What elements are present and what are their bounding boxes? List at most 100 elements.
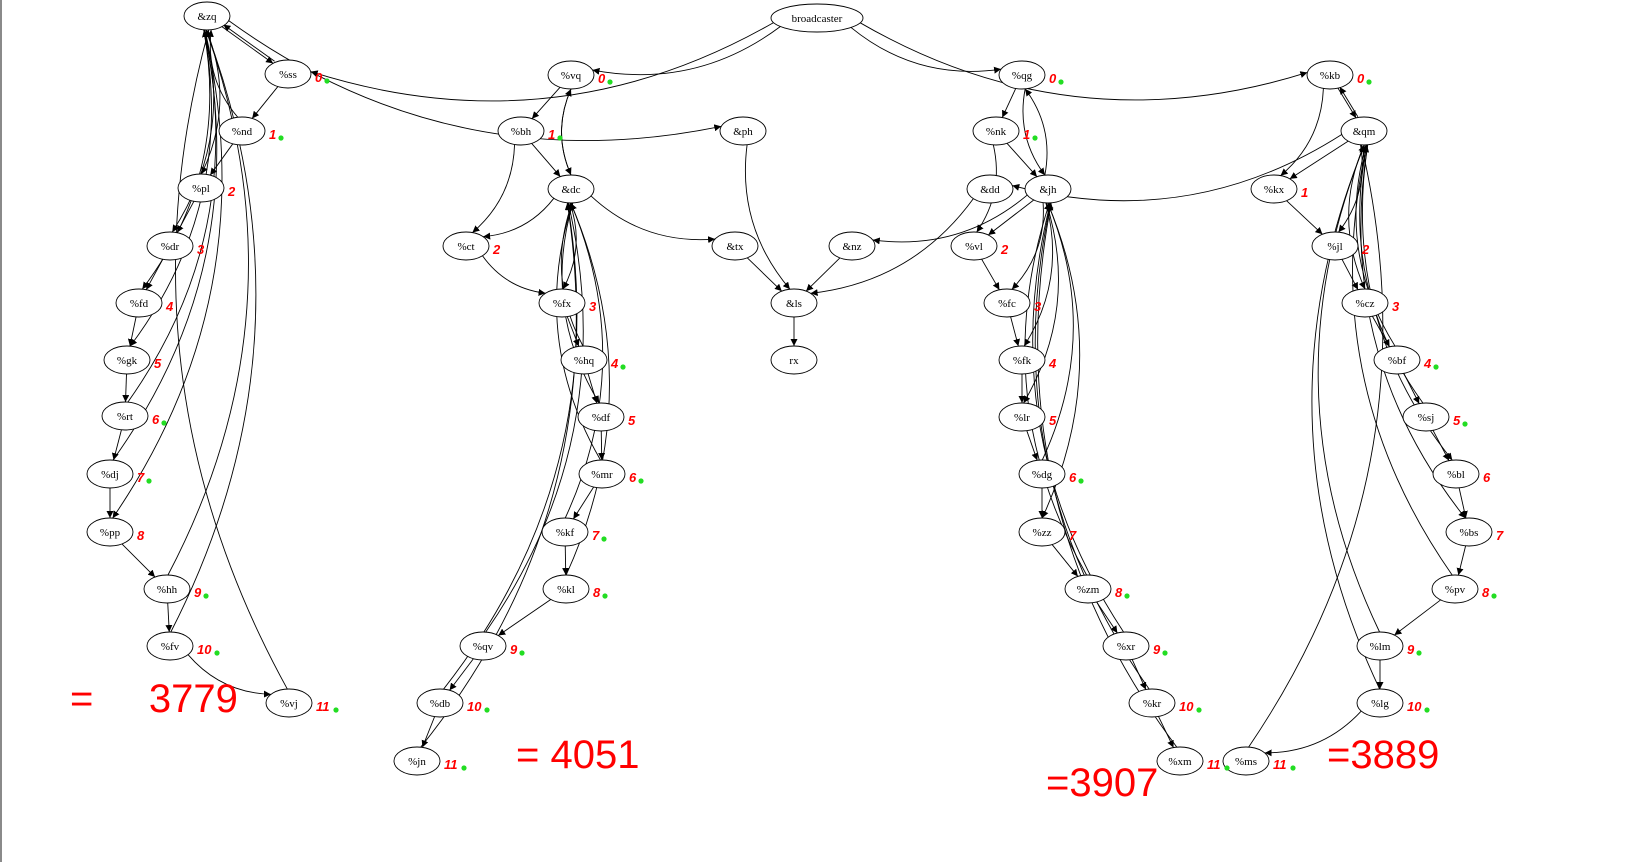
edge-zq-ss bbox=[221, 26, 274, 64]
edge-zz-zm bbox=[1051, 544, 1079, 577]
node-bl: %bl bbox=[1432, 459, 1480, 489]
green-dot-ms bbox=[1290, 765, 1296, 771]
edge-bh-dc bbox=[531, 143, 561, 177]
node-ellipse bbox=[719, 116, 767, 146]
node-ellipse bbox=[578, 459, 626, 489]
edge-lg-ms bbox=[1264, 710, 1362, 757]
node-ellipse bbox=[264, 59, 312, 89]
node-ellipse bbox=[972, 116, 1020, 146]
node-nd: %nd bbox=[218, 116, 266, 146]
edge-jh-qg bbox=[1024, 88, 1048, 176]
node-ellipse bbox=[442, 231, 490, 261]
node-ellipse bbox=[828, 231, 876, 261]
mark-jl: 2 bbox=[1361, 242, 1370, 257]
node-kb: %kb bbox=[1306, 60, 1354, 90]
node-ellipse bbox=[101, 401, 149, 431]
node-qv: %qv bbox=[459, 631, 507, 661]
node-fv: %fv bbox=[146, 631, 194, 661]
edge-qm-kb bbox=[1339, 86, 1359, 117]
node-label: %zm bbox=[1077, 584, 1100, 596]
node-kx: %kx bbox=[1250, 174, 1298, 204]
node-label: %gk bbox=[117, 355, 138, 367]
green-dot-bf bbox=[1433, 364, 1439, 370]
node-dd: &dd bbox=[966, 174, 1014, 204]
node-ellipse bbox=[1432, 459, 1480, 489]
node-label: %bs bbox=[1460, 527, 1479, 539]
node-ellipse bbox=[1064, 574, 1112, 604]
node-xm: %xm bbox=[1156, 746, 1204, 776]
edge-pv-qm bbox=[1352, 144, 1453, 576]
node-dc: &dc bbox=[547, 174, 595, 204]
edge-db-dc bbox=[443, 202, 578, 690]
node-ellipse bbox=[998, 345, 1046, 375]
node-ellipse bbox=[497, 116, 545, 146]
edge-mr-kf bbox=[572, 486, 595, 520]
edge-dg-jh bbox=[1041, 202, 1074, 461]
edge-hh-zq bbox=[167, 29, 249, 576]
edge-zm-xr bbox=[1096, 601, 1118, 634]
node-label: &jh bbox=[1039, 184, 1057, 196]
node-label: %bh bbox=[511, 126, 532, 138]
mark-fc: 3 bbox=[1034, 299, 1042, 314]
node-db: %db bbox=[416, 688, 464, 718]
node-ms: %ms bbox=[1222, 746, 1270, 776]
edge-df-mr bbox=[598, 430, 606, 461]
node-label: &qm bbox=[1353, 126, 1376, 138]
node-ellipse bbox=[547, 60, 595, 90]
green-dot-dj bbox=[146, 478, 152, 484]
mark-hq: 4 bbox=[610, 356, 619, 371]
node-ellipse bbox=[146, 631, 194, 661]
left-border bbox=[0, 0, 2, 862]
node-label: %lg bbox=[1371, 698, 1389, 710]
mark-sj: 5 bbox=[1453, 413, 1461, 428]
node-label: %jn bbox=[408, 756, 426, 768]
mark-xr: 9 bbox=[1153, 642, 1161, 657]
mark-fx: 3 bbox=[589, 299, 597, 314]
mark-jn: 11 bbox=[444, 757, 458, 772]
node-ellipse bbox=[218, 116, 266, 146]
node-nz: &nz bbox=[828, 231, 876, 261]
node-rx: rx bbox=[770, 345, 818, 375]
mark-qv: 9 bbox=[510, 642, 518, 657]
node-label: %pv bbox=[1445, 584, 1466, 596]
node-label: %kf bbox=[556, 527, 575, 539]
node-label: %qg bbox=[1012, 70, 1033, 82]
green-dot-hq bbox=[620, 364, 626, 370]
mark-nk: 1 bbox=[1023, 127, 1030, 142]
node-ellipse bbox=[547, 174, 595, 204]
mark-cz: 3 bbox=[1392, 299, 1400, 314]
node-ellipse bbox=[538, 288, 586, 318]
node-ellipse bbox=[1024, 174, 1072, 204]
edge-broadcaster-qg bbox=[850, 27, 1002, 74]
green-dot-kf bbox=[601, 536, 607, 542]
mark-db: 10 bbox=[467, 699, 482, 714]
green-dot-vj bbox=[333, 707, 339, 713]
mark-dj: 7 bbox=[137, 470, 145, 485]
node-label: %nd bbox=[232, 126, 253, 138]
edge-dc-vq bbox=[561, 88, 572, 176]
green-dot-ss bbox=[324, 78, 330, 84]
mark-pl: 2 bbox=[227, 184, 236, 199]
node-label: %fd bbox=[130, 298, 149, 310]
mark-kr: 10 bbox=[1179, 699, 1194, 714]
node-ellipse bbox=[541, 517, 589, 547]
node-ellipse bbox=[115, 288, 163, 318]
node-ellipse bbox=[1018, 459, 1066, 489]
green-dot-lm bbox=[1416, 650, 1422, 656]
mark-bl: 6 bbox=[1483, 470, 1491, 485]
edge-tx-ls bbox=[746, 257, 783, 292]
node-label: %kx bbox=[1264, 184, 1285, 196]
node-ellipse bbox=[393, 746, 441, 776]
edge-ss-nd bbox=[251, 86, 279, 119]
mark-gk: 5 bbox=[154, 356, 162, 371]
node-gk: %gk bbox=[103, 345, 151, 375]
node-vq: %vq bbox=[547, 60, 595, 90]
node-label: &ph bbox=[733, 126, 753, 138]
node-bh: %bh bbox=[497, 116, 545, 146]
node-label: %dr bbox=[161, 241, 180, 253]
node-ellipse bbox=[143, 574, 191, 604]
edge-kr-jh bbox=[1034, 202, 1150, 690]
node-ellipse bbox=[416, 688, 464, 718]
node-label: %vq bbox=[561, 70, 582, 82]
edge-jh-nz bbox=[872, 194, 1028, 245]
